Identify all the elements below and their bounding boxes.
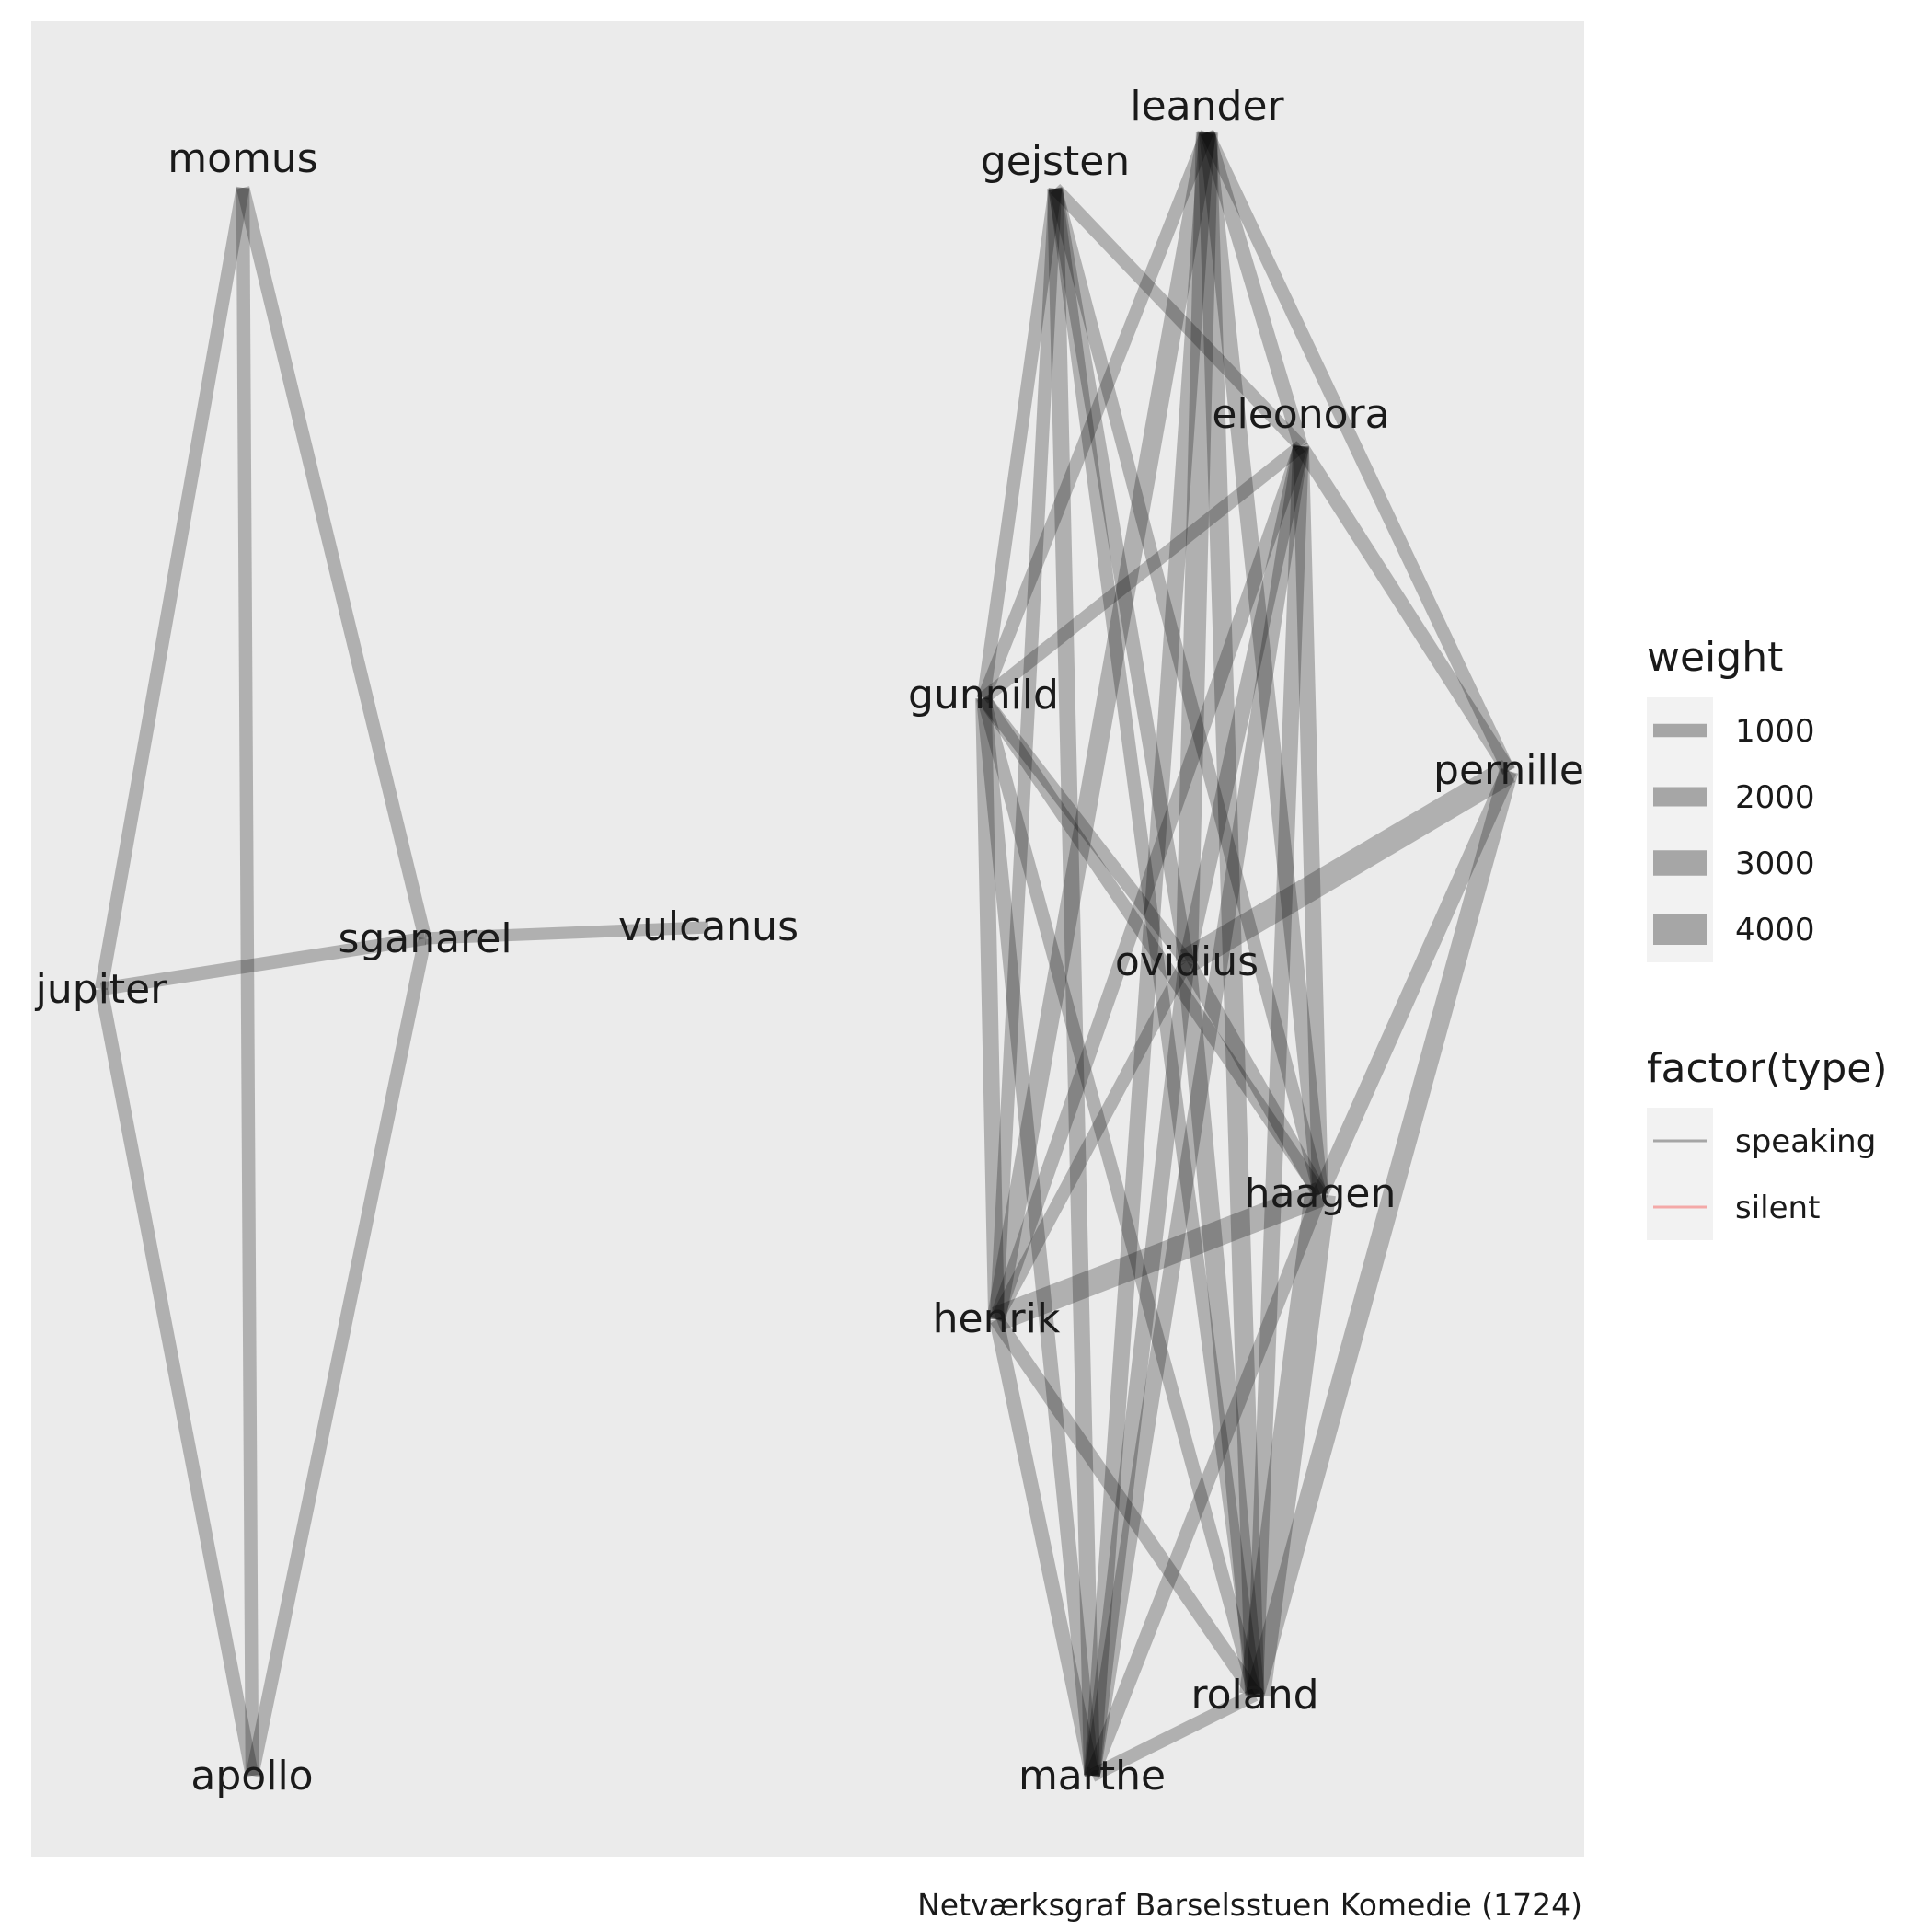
edge-eleonora-henrik [989, 443, 1308, 1322]
edge-leander-pernille [1201, 129, 1515, 775]
legend-type-key-background [1647, 1108, 1713, 1240]
edge-eleonora-roland [1247, 445, 1309, 1696]
edge-gejsten-henrik [989, 188, 1063, 1320]
legend-weight-label-4000: 4000 [1735, 912, 1815, 949]
edge-leander-haagen [1199, 132, 1328, 1195]
edge-leander-eleonora [1200, 130, 1308, 449]
node-label-sganarel: sganarel [338, 915, 512, 962]
legend-weight-label-2000: 2000 [1735, 779, 1815, 816]
edge-pernille-ovidius [1180, 760, 1515, 972]
legend-weight-label-3000: 3000 [1735, 845, 1815, 882]
edge-leander-marthe [1084, 132, 1215, 1777]
edge-leander-henrik [986, 131, 1217, 1321]
edge-henrik-roland [990, 1315, 1261, 1699]
edge-jupiter-apollo [94, 987, 259, 1777]
edge-haagen-marthe [1085, 1191, 1328, 1778]
plot-caption: Netværksgraf Barselsstuen Komedie (1724) [917, 1887, 1582, 1923]
edge-ovidius-henrik [990, 958, 1193, 1323]
legend-weight-label-1000: 1000 [1735, 713, 1815, 750]
edge-gunnild-marthe [976, 697, 1099, 1777]
edge-haagen-roland [1239, 1191, 1336, 1697]
node-label-ovidius: ovidius [1115, 938, 1259, 985]
edge-eleonora-ovidius [1179, 444, 1309, 963]
edge-sganarel-apollo [245, 937, 432, 1777]
edge-pernille-haagen [1312, 767, 1517, 1198]
edge-eleonora-haagen [1293, 445, 1328, 1195]
node-label-gejsten: gejsten [981, 138, 1130, 185]
edge-layer [94, 129, 1519, 1782]
node-label-eleonora: eleonora [1212, 391, 1389, 438]
edge-leander-roland [1197, 132, 1265, 1696]
node-label-marthe: marthe [1018, 1753, 1166, 1800]
node-label-gunnild: gunnild [908, 672, 1059, 719]
edge-leander-ovidius [1175, 132, 1219, 962]
legend-type-keys: speaking silent [1647, 1108, 1876, 1240]
node-label-roland: roland [1190, 1672, 1318, 1719]
legend-type-label-speaking: speaking [1735, 1123, 1876, 1160]
edge-pernille-roland [1245, 768, 1519, 1697]
legend-weight-title: weight [1647, 634, 1783, 681]
node-label-pernille: pernille [1433, 747, 1584, 794]
edge-ovidius-marthe [1084, 960, 1195, 1777]
edge-leander-gunnild [977, 130, 1213, 701]
edge-ovidius-roland [1177, 960, 1265, 1696]
legend-type-label-silent: silent [1735, 1190, 1820, 1226]
edge-gejsten-ovidius [1048, 187, 1194, 963]
edge-gejsten-gunnild [976, 187, 1063, 700]
edge-gunnild-henrik [975, 697, 1005, 1320]
edge-sganarel-vulcanus [424, 921, 709, 945]
node-label-layer: momus jupiter sganarel vulcanus apollo leande… [35, 83, 1584, 1800]
node-label-momus: momus [167, 135, 317, 182]
edge-gejsten-marthe [1047, 188, 1100, 1777]
edge-ovidius-haagen [1179, 957, 1328, 1199]
edge-gunnild-ovidius [978, 694, 1192, 966]
edge-momus-sganarel [236, 186, 432, 940]
edge-momus-apollo [236, 187, 259, 1777]
edge-gunnild-haagen [978, 694, 1326, 1199]
edge-gejsten-roland [1048, 188, 1262, 1696]
edge-gunnild-roland [977, 696, 1261, 1696]
edge-momus-jupiter [94, 186, 250, 991]
edge-eleonora-pernille [1294, 442, 1515, 776]
legend: weight 1000 2000 3000 4000 factor(type) spe… [1647, 634, 1888, 1240]
legend-weight-keys: 1000 2000 3000 4000 [1647, 697, 1815, 962]
node-label-apollo: apollo [190, 1753, 313, 1800]
node-label-leander: leander [1130, 83, 1284, 130]
edge-gejsten-haagen [1048, 187, 1328, 1196]
edge-roland-marthe [1088, 1688, 1259, 1782]
edge-eleonora-gunnild [979, 441, 1305, 704]
legend-type-title: factor(type) [1647, 1045, 1888, 1092]
edge-gejsten-eleonora [1050, 183, 1306, 452]
node-label-henrik: henrik [933, 1295, 1061, 1342]
edge-jupiter-sganarel [99, 931, 427, 996]
node-label-jupiter: jupiter [35, 966, 168, 1013]
plot-panel [31, 21, 1584, 1857]
node-label-haagen: haagen [1245, 1170, 1397, 1217]
edge-eleonora-marthe [1084, 444, 1309, 1777]
edge-henrik-marthe [989, 1317, 1099, 1777]
edge-haagen-henrik [992, 1182, 1325, 1331]
node-label-vulcanus: vulcanus [618, 903, 799, 950]
